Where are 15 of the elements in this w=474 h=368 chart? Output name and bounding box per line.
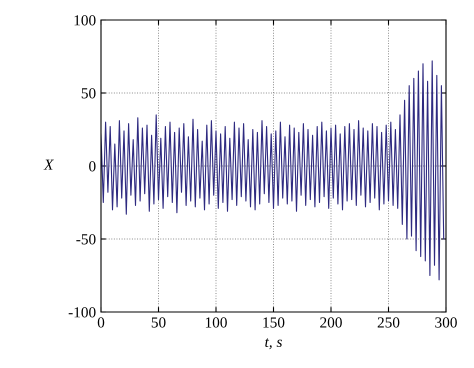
- y-tick-label: -100: [68, 307, 96, 318]
- x-axis-title: t, s: [265, 338, 282, 350]
- x-tick-label: 100: [206, 317, 227, 328]
- x-tick-label: 250: [378, 317, 400, 328]
- y-tick-label: -50: [76, 234, 96, 244]
- line-series: [101, 60, 444, 280]
- x-tick-label: 50: [152, 317, 166, 328]
- x-tick-label: 300: [435, 317, 457, 328]
- x-tick-label: 0: [98, 317, 104, 328]
- x-tick-label: 150: [263, 317, 284, 328]
- y-tick-label: 100: [74, 15, 96, 26]
- y-tick-label: 50: [82, 88, 96, 98]
- x-tick-label: 200: [320, 317, 342, 328]
- y-axis-title: X: [44, 160, 54, 170]
- y-tick-label: 0: [89, 161, 96, 172]
